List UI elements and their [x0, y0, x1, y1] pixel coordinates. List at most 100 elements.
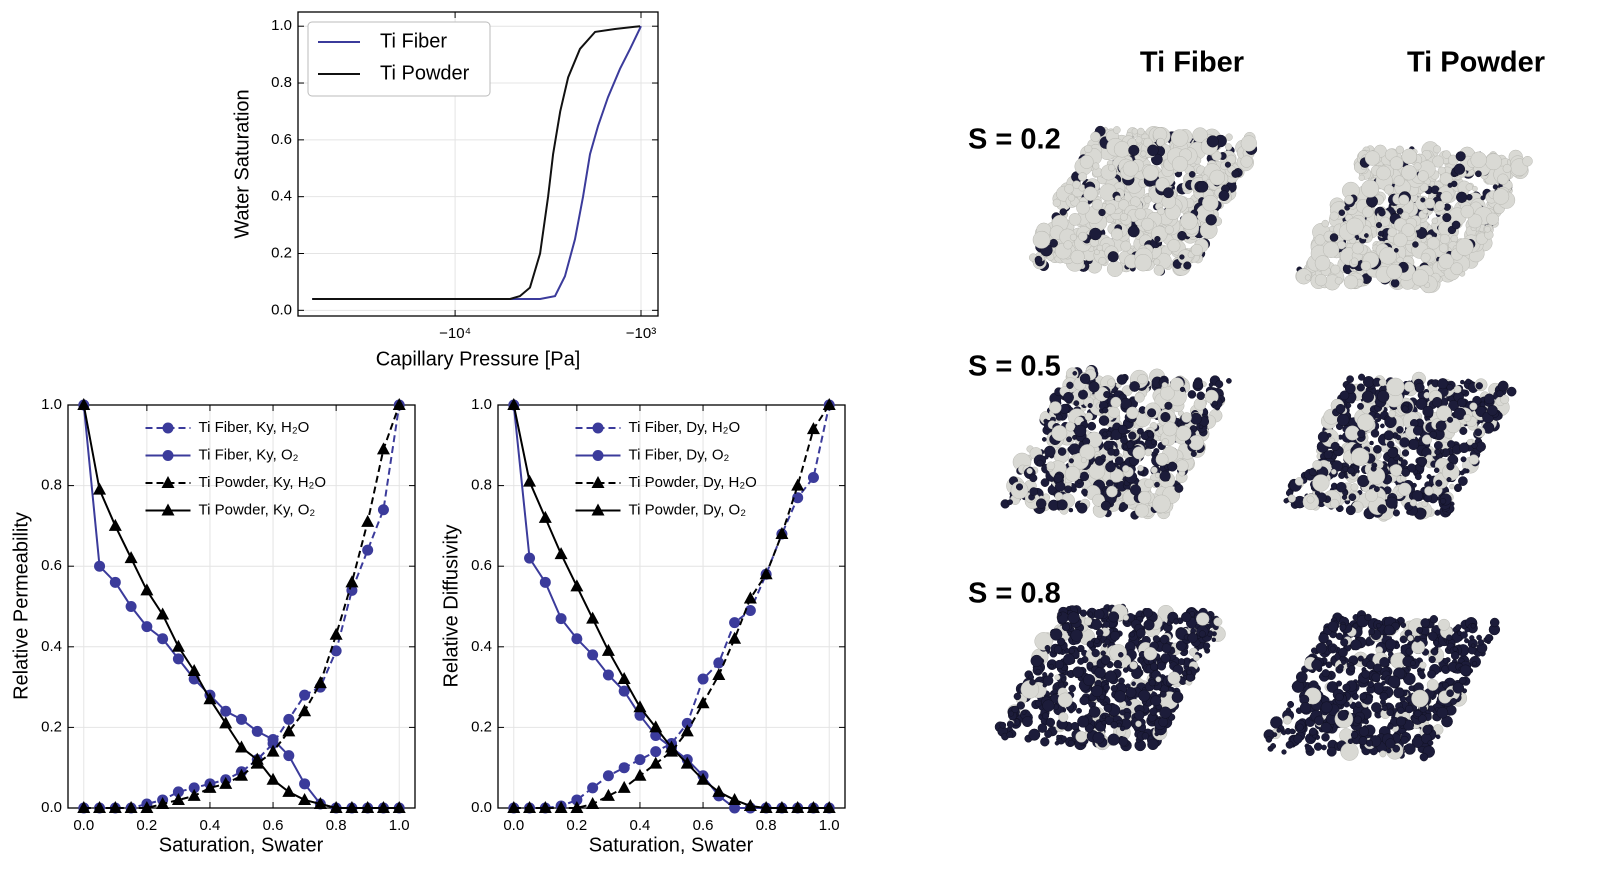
particle: [1452, 682, 1465, 694]
particle: [1438, 618, 1450, 631]
particle: [1128, 431, 1137, 440]
particle: [1345, 402, 1352, 409]
particle: [1334, 276, 1343, 285]
particle: [1044, 644, 1051, 651]
particle: [1072, 434, 1077, 440]
marker: [313, 676, 327, 689]
particle: [1315, 642, 1328, 654]
marker: [377, 504, 389, 516]
particle: [1313, 742, 1323, 751]
particle: [1101, 714, 1107, 720]
particle: [1362, 206, 1374, 218]
particle: [1077, 657, 1085, 665]
particle: [1287, 701, 1295, 708]
particle: [1373, 486, 1380, 493]
particle: [1345, 505, 1356, 516]
particle: [1053, 473, 1063, 483]
particle: [1378, 378, 1387, 387]
particle: [1492, 188, 1510, 205]
particle: [1469, 635, 1475, 641]
particle: [1164, 225, 1174, 235]
particle: [1351, 693, 1359, 701]
particle: [1077, 644, 1085, 653]
particle: [1079, 695, 1089, 706]
particle: [1392, 744, 1401, 753]
particle: [1361, 669, 1371, 679]
marker: [759, 567, 773, 580]
particle: [1042, 712, 1050, 720]
particle: [1167, 461, 1178, 472]
particle: [1365, 739, 1373, 747]
particle: [1455, 151, 1466, 162]
particle: [1125, 687, 1137, 698]
particle: [1030, 654, 1043, 667]
particle: [1087, 402, 1093, 409]
marker: [538, 801, 552, 813]
particle: [1119, 502, 1129, 511]
particle: [1079, 444, 1096, 461]
particle: [1192, 379, 1203, 390]
marker: [587, 782, 599, 794]
particle: [1417, 714, 1427, 724]
marker: [538, 510, 552, 523]
particle: [1420, 618, 1430, 628]
particle: [1129, 661, 1138, 670]
particle: [1423, 494, 1432, 503]
particle: [1414, 382, 1425, 393]
marker: [729, 617, 741, 629]
particle: [1171, 156, 1188, 173]
marker: [345, 801, 359, 813]
particle: [1063, 681, 1069, 687]
particle: [1152, 635, 1161, 643]
particle: [1330, 441, 1340, 451]
marker: [618, 762, 630, 774]
particle: [1175, 640, 1187, 651]
marker: [591, 476, 605, 488]
particle: [1329, 498, 1340, 509]
particle: [1068, 507, 1074, 513]
particle: [1161, 382, 1168, 388]
marker: [267, 733, 279, 745]
particle: [1226, 154, 1237, 165]
particle: [1135, 720, 1142, 727]
marker: [554, 801, 568, 813]
particle: [1338, 471, 1346, 479]
particle: [1294, 477, 1304, 486]
particle: [1446, 689, 1454, 698]
particle: [1497, 380, 1509, 392]
particle: [1067, 194, 1076, 202]
particle: [1306, 495, 1315, 504]
particle: [1066, 381, 1074, 389]
particle: [1428, 705, 1435, 712]
marker: [681, 717, 693, 729]
particle: [1091, 648, 1100, 658]
particle: [1110, 228, 1124, 241]
particle: [1177, 230, 1187, 241]
particle: [1398, 482, 1412, 496]
particle: [1270, 743, 1277, 749]
particle: [1154, 481, 1160, 488]
particle: [1426, 678, 1439, 691]
particle: [1175, 459, 1189, 473]
legend: Ti Fiber, Ky, H₂O Ti Fiber, Ky, O₂ Ti Powd…: [145, 419, 326, 518]
particle: [1040, 478, 1050, 487]
row-label: S = 0.5: [968, 351, 1061, 383]
particle: [1350, 483, 1359, 492]
particle: [1188, 171, 1196, 178]
particle: [1412, 241, 1419, 248]
particle: [1405, 704, 1414, 714]
particle: [1382, 686, 1388, 692]
particle: [1209, 169, 1226, 186]
marker: [775, 526, 789, 539]
particle: [1358, 373, 1366, 381]
particle: [1064, 183, 1074, 194]
particle: [1226, 378, 1232, 384]
particle: [1450, 698, 1458, 705]
particle: [1098, 208, 1106, 217]
particle: [1499, 394, 1510, 405]
particle: [1462, 468, 1468, 474]
particle: [1486, 212, 1500, 226]
particle: [1095, 629, 1104, 637]
particle: [1393, 175, 1405, 187]
